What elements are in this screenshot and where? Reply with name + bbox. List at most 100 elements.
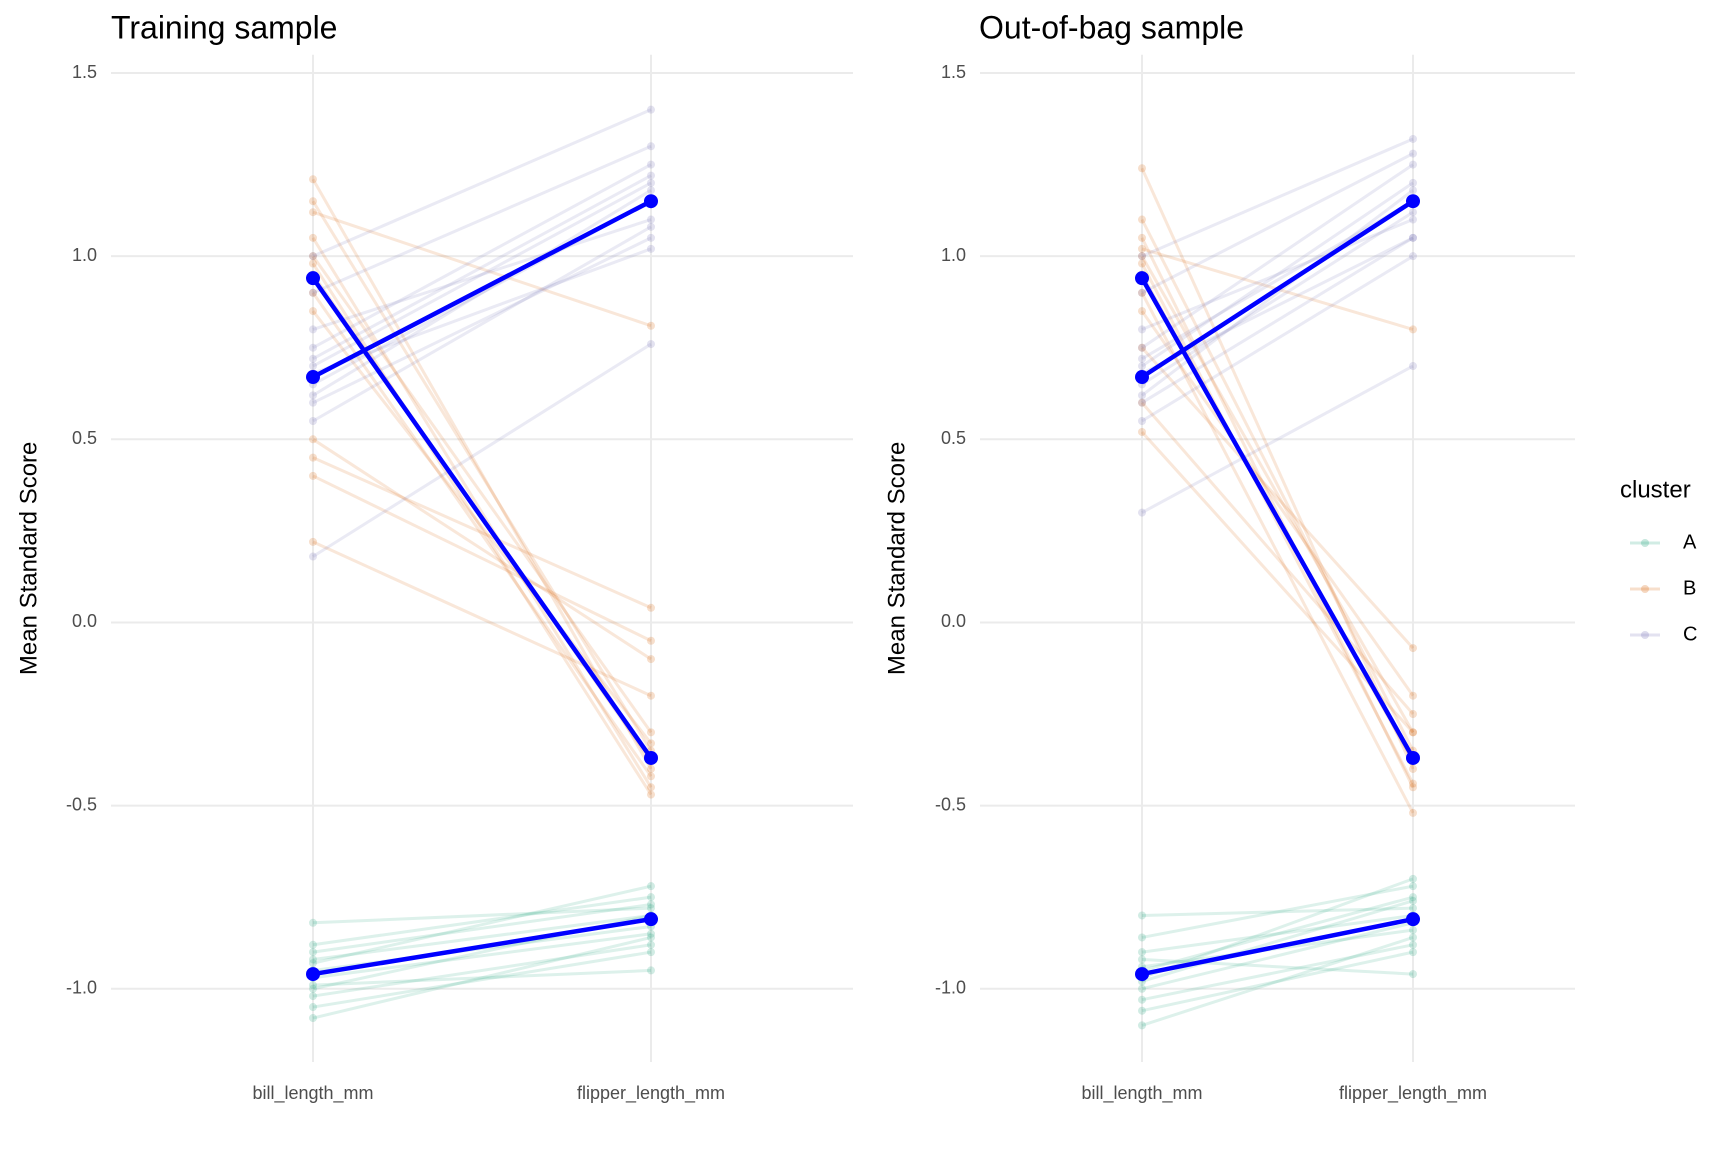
sample-point [647, 603, 655, 612]
sample-line [1141, 895, 1414, 972]
sample-point [647, 160, 655, 169]
sample-line [312, 163, 652, 350]
sample-point [1138, 948, 1146, 957]
sample-line [1141, 163, 1414, 349]
sample-point [1409, 926, 1417, 935]
sample-point [309, 981, 317, 990]
sample-line [312, 181, 652, 368]
sample-line [1141, 199, 1414, 361]
sample-point [309, 416, 317, 425]
sample-point [1409, 893, 1417, 902]
sample-point [647, 929, 655, 938]
chart-title: Out-of-bag sample [979, 9, 1244, 45]
sample-point [1138, 354, 1146, 363]
sample-line [312, 225, 652, 423]
sample-point [1138, 1021, 1146, 1030]
sample-point [647, 244, 655, 253]
sample-point [309, 354, 317, 363]
sample-point [1138, 343, 1146, 352]
sample-point [1409, 233, 1417, 242]
sample-line [312, 247, 652, 375]
sample-line [1141, 189, 1414, 397]
x-tick-label: bill_length_mm [252, 1083, 373, 1104]
sample-line [1141, 364, 1414, 514]
sample-point [647, 882, 655, 891]
sample-line [1141, 936, 1414, 1027]
sample-line [1140, 310, 1415, 697]
sample-line [312, 884, 652, 965]
sample-point [309, 252, 317, 261]
sample-line [312, 903, 652, 954]
sample-point [309, 398, 317, 407]
sample-point [647, 171, 655, 180]
sample-point [1409, 728, 1417, 737]
sample-point [1409, 691, 1417, 700]
sample-point [1138, 933, 1146, 942]
sample-line [1140, 346, 1415, 650]
sample-point [309, 435, 317, 444]
sample-line [311, 262, 653, 796]
sample-point [1138, 252, 1146, 261]
sample-line [1141, 906, 1414, 917]
sample-point [309, 343, 317, 352]
sample-point [309, 918, 317, 927]
legend-label: A [1683, 531, 1697, 553]
y-axis-title: Mean Standard Score [883, 442, 910, 675]
mean-point [1135, 967, 1149, 982]
sample-point [309, 175, 317, 184]
sample-line [312, 342, 652, 558]
sample-point [309, 362, 317, 371]
sample-point [1138, 508, 1146, 517]
sample-point [309, 1014, 317, 1023]
sample-point [1138, 955, 1146, 964]
mean-point [1135, 370, 1149, 385]
mean-line [1140, 277, 1415, 760]
sample-line [312, 932, 652, 980]
sample-point [1409, 644, 1417, 653]
sample-line [312, 943, 652, 998]
legend-label: B [1683, 577, 1696, 599]
sample-point [647, 893, 655, 902]
sample-point [309, 940, 317, 949]
sample-point [1409, 779, 1417, 788]
chart-title: Training sample [111, 9, 337, 45]
sample-point [309, 307, 317, 316]
sample-line [312, 968, 652, 987]
sample-point [309, 552, 317, 561]
sample-line [1140, 292, 1415, 814]
sample-point [309, 471, 317, 480]
sample-line [312, 210, 652, 328]
sample-point [1409, 178, 1417, 187]
sample-line [1141, 943, 1414, 1002]
legend-title: cluster [1620, 476, 1691, 503]
sample-line [1141, 152, 1414, 295]
sample-point [647, 233, 655, 242]
sample-point [1138, 398, 1146, 407]
sample-point [1138, 215, 1146, 224]
x-tick-label: flipper_length_mm [577, 1083, 725, 1104]
sample-point [1138, 288, 1146, 297]
sample-point [309, 391, 317, 400]
y-tick-label: 1.5 [72, 62, 97, 82]
y-tick-label: -0.5 [935, 794, 966, 814]
sample-point [1409, 783, 1417, 792]
sample-point [309, 252, 317, 261]
sample-point [1409, 252, 1417, 261]
sample-point [1138, 343, 1146, 352]
sample-line [312, 540, 652, 698]
mean-point [1406, 194, 1420, 209]
sample-point [1138, 325, 1146, 334]
mean-point [1406, 912, 1420, 927]
sample-point [647, 783, 655, 792]
sample-point [309, 453, 317, 462]
y-tick-label: 0.5 [72, 428, 97, 448]
y-tick-label: 1.0 [941, 245, 966, 265]
mean-point [306, 370, 320, 385]
sample-point [1409, 149, 1417, 158]
sample-point [309, 197, 317, 206]
sample-point [1138, 398, 1146, 407]
sample-line [311, 178, 653, 770]
sample-point [647, 900, 655, 909]
sample-point [1409, 233, 1417, 242]
